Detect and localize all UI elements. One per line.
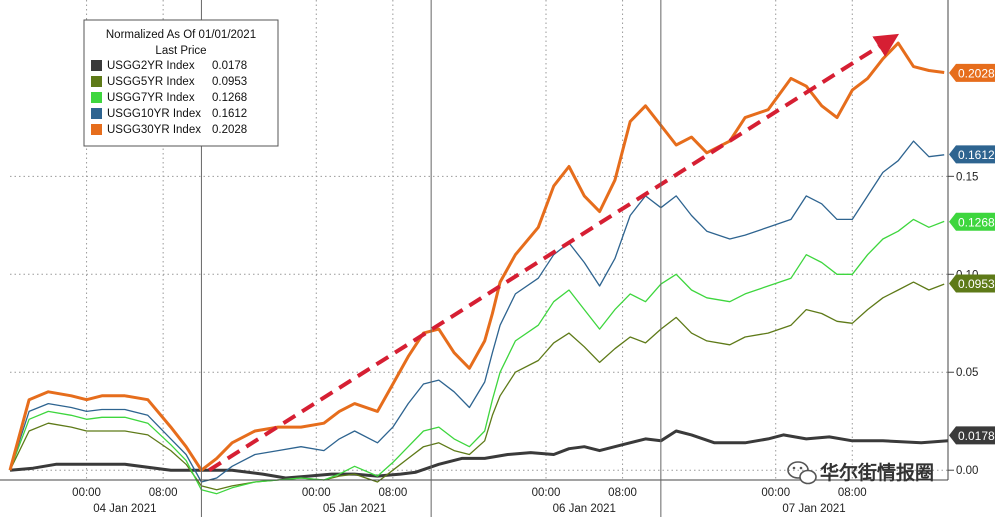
legend-swatch: [91, 60, 102, 71]
last-price-tag: 0.0953: [949, 274, 995, 293]
tag-shape: [949, 63, 995, 82]
legend-series-name: USGG7YR Index: [107, 92, 195, 104]
series-line: [9, 429, 949, 480]
legend-entry: USGG10YR Index 0.1612: [91, 108, 247, 120]
watermark: 华尔街情报圈: [787, 461, 934, 485]
legend-swatch: [91, 92, 102, 103]
last-price-tag: 0.1268: [949, 212, 995, 231]
legend-title: Normalized As Of 01/01/2021: [106, 29, 256, 41]
x-tick-label: 00:00: [302, 487, 331, 499]
tag-value: 0.2028: [958, 66, 995, 80]
last-price-tags: 0.0178 0.0953 0.1268 0.1612 0.2028: [949, 63, 995, 445]
legend-swatch: [91, 76, 102, 87]
legend-entry: USGG5YR Index 0.0953: [91, 76, 247, 88]
x-day-labels: 04 Jan 2021 05 Jan 2021 06 Jan 2021 07 Jan …: [93, 0, 846, 517]
series-line: [9, 140, 945, 483]
x-tick-labels: 00:00 08:00 00:00 08:00 00:00 08:00 00:00 08:00: [72, 487, 866, 499]
x-tick-label: 00:00: [532, 487, 561, 499]
y-tick-label: 0.00: [956, 465, 978, 477]
legend-series-name: USGG10YR Index: [107, 108, 201, 120]
legend-last-price: 0.0953: [212, 76, 247, 88]
legend-entry: USGG2YR Index 0.0178: [91, 60, 247, 72]
y-axis: 0.000.050.100.15 0.01780.09530.12680.161…: [947, 0, 995, 480]
series-line: [9, 281, 945, 491]
tag-value: 0.0953: [958, 277, 995, 291]
x-axis: 00:00 08:00 00:00 08:00 00:00 08:00 00:00 08:00…: [0, 0, 948, 517]
x-day-label: 07 Jan 2021: [782, 503, 845, 515]
trend-arrow: [208, 33, 900, 472]
legend-entry: USGG7YR Index 0.1268: [91, 92, 247, 104]
legend-subtitle: Last Price: [155, 45, 206, 57]
x-day-label: 06 Jan 2021: [553, 503, 616, 515]
wechat-logo-icon: [787, 461, 817, 485]
legend-box: [83, 19, 279, 147]
series-line: [8, 41, 945, 472]
last-price-tag: 0.0178: [949, 426, 995, 445]
y-tick-label: 0.15: [956, 171, 978, 183]
last-price-tag: 0.1612: [949, 145, 995, 164]
x-tick-label: 08:00: [378, 487, 407, 499]
grid: [10, 0, 948, 480]
legend-entry: USGG30YR Index 0.2028: [91, 124, 247, 136]
last-price-tag: 0.2028: [949, 63, 995, 82]
legend-series-name: USGG2YR Index: [107, 60, 195, 72]
x-tick-label: 08:00: [838, 487, 867, 499]
x-tick-label: 08:00: [149, 487, 178, 499]
tag-shape: [949, 212, 995, 231]
legend-swatch: [91, 108, 102, 119]
y-tick-label: 0.05: [956, 367, 978, 379]
tag-shape: [949, 274, 995, 293]
x-tick-label: 00:00: [72, 487, 101, 499]
legend: Normalized As Of 01/01/2021 Last Price U…: [83, 19, 279, 147]
tag-value: 0.1268: [958, 215, 995, 229]
series-line: [9, 218, 945, 495]
x-tick-label: 08:00: [608, 487, 637, 499]
tag-shape: [949, 426, 995, 445]
legend-swatch: [91, 124, 102, 135]
legend-last-price: 0.1612: [212, 108, 247, 120]
tag-shape: [949, 145, 995, 164]
legend-last-price: 0.2028: [212, 124, 247, 136]
watermark-text: 华尔街情报圈: [820, 461, 934, 484]
legend-series-name: USGG30YR Index: [107, 124, 201, 136]
x-tick-label: 00:00: [761, 487, 790, 499]
x-day-label: 04 Jan 2021: [93, 503, 156, 515]
legend-last-price: 0.0178: [212, 60, 247, 72]
tag-value: 0.1612: [958, 148, 995, 162]
series-layer: [8, 41, 949, 495]
legend-last-price: 0.1268: [212, 92, 247, 104]
legend-series-name: USGG5YR Index: [107, 76, 195, 88]
tag-value: 0.0178: [958, 429, 995, 443]
x-day-label: 05 Jan 2021: [323, 503, 386, 515]
